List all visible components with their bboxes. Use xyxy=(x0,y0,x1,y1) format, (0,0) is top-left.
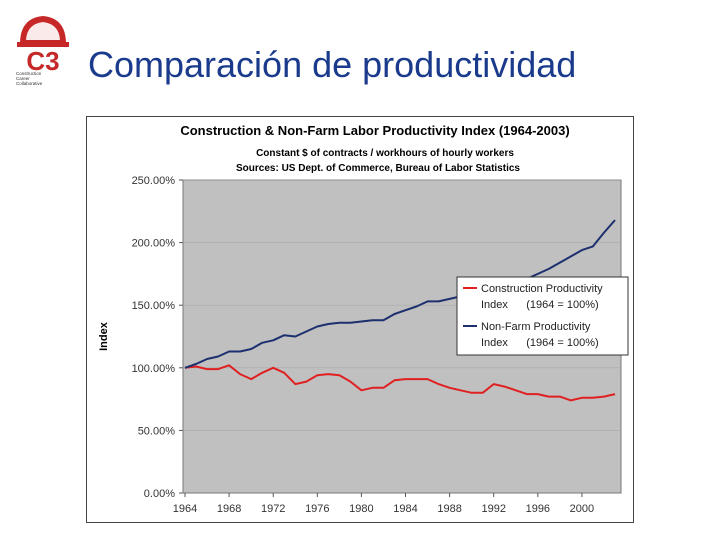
legend-label: Non-Farm Productivity xyxy=(481,321,591,333)
x-tick-label: 1964 xyxy=(173,503,197,515)
logo: C3 Construction Career Collaborative xyxy=(14,10,72,86)
legend-label-line2: Index (1964 = 100%) xyxy=(481,337,599,349)
logo-line-1: Construction xyxy=(16,71,42,76)
y-tick-label: 250.00% xyxy=(132,175,176,187)
x-axis-ticks: 1964 1968 1972 1976 1980 1984 1988 1992 1996 2000 xyxy=(173,493,594,515)
x-tick-label: 1996 xyxy=(526,503,550,515)
x-tick-label: 1976 xyxy=(305,503,329,515)
series-line-construction xyxy=(184,364,616,402)
y-tick-label: 100.00% xyxy=(132,363,176,375)
y-tick-label: 150.00% xyxy=(132,300,176,312)
logo-line-2: Career xyxy=(16,76,30,81)
x-tick-label: 2000 xyxy=(570,503,594,515)
legend-label-line2: Index (1964 = 100%) xyxy=(481,299,599,311)
x-tick-label: 1980 xyxy=(349,503,373,515)
y-tick-label: 200.00% xyxy=(132,238,176,250)
construction-helmet-logo-icon: C3 Construction Career Collaborative xyxy=(16,16,69,86)
series-line-nonfarm xyxy=(184,219,616,369)
series-lines xyxy=(184,219,616,402)
productivity-chart: Construction & Non-Farm Labor Productivi… xyxy=(98,123,629,515)
x-tick-label: 1968 xyxy=(217,503,241,515)
x-tick-label: 1984 xyxy=(393,503,417,515)
logo-mark: C3 xyxy=(26,46,59,76)
x-tick-label: 1988 xyxy=(437,503,461,515)
chart-subtitle-2: Sources: US Dept. of Commerce, Bureau of… xyxy=(236,163,520,174)
logo-line-3: Collaborative xyxy=(16,81,43,86)
y-axis-ticks: 0.00% 50.00% 100.00% 150.00% 200.00% 250.00% xyxy=(132,175,183,500)
x-tick-label: 1972 xyxy=(261,503,285,515)
chart-frame: Construction & Non-Farm Labor Productivi… xyxy=(86,116,634,523)
x-tick-label: 1992 xyxy=(481,503,505,515)
legend: Construction Productivity Index (1964 = 1… xyxy=(456,276,629,356)
chart-subtitle-1: Constant $ of contracts / workhours of h… xyxy=(256,148,514,159)
y-tick-label: 0.00% xyxy=(144,488,175,500)
y-tick-label: 50.00% xyxy=(138,425,176,437)
chart-title: Construction & Non-Farm Labor Productivi… xyxy=(180,123,569,138)
slide-title: Comparación de productividad xyxy=(88,44,577,85)
y-axis-label: Index xyxy=(98,321,110,351)
legend-box xyxy=(456,276,629,356)
legend-label: Construction Productivity xyxy=(481,283,603,295)
